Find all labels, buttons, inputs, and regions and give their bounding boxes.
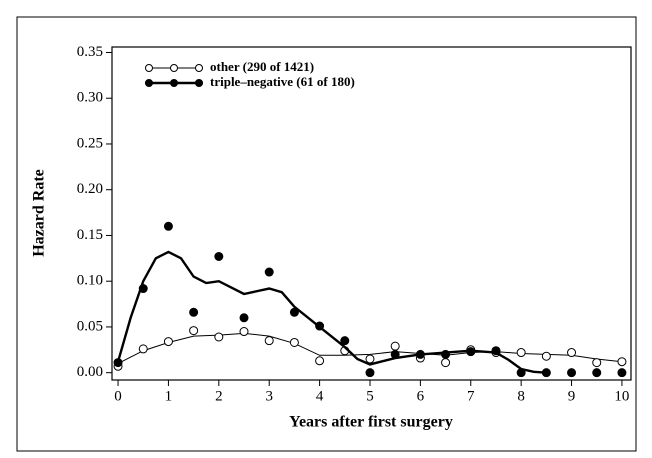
marker bbox=[264, 267, 274, 277]
x-tick-label: 3 bbox=[265, 388, 273, 404]
legend-marker bbox=[145, 64, 153, 72]
marker bbox=[214, 332, 224, 342]
legend-marker bbox=[170, 64, 178, 72]
legend-marker bbox=[170, 79, 178, 87]
marker bbox=[541, 351, 551, 361]
marker bbox=[592, 368, 602, 378]
y-axis-label: Hazard Rate bbox=[31, 169, 48, 257]
marker bbox=[617, 357, 627, 367]
frame bbox=[16, 16, 637, 452]
y-tick-label: 0.05 bbox=[77, 318, 103, 334]
plot-box bbox=[111, 46, 632, 381]
x-tick-label: 0 bbox=[114, 388, 122, 404]
marker bbox=[441, 358, 451, 368]
marker bbox=[163, 337, 173, 347]
marker bbox=[567, 348, 577, 358]
marker bbox=[592, 358, 602, 368]
x-tick-label: 1 bbox=[165, 388, 173, 404]
marker bbox=[315, 321, 325, 331]
y-tick-label: 0.35 bbox=[77, 44, 103, 60]
legend-marker bbox=[195, 64, 203, 72]
marker bbox=[138, 344, 148, 354]
marker bbox=[113, 358, 123, 368]
x-axis-label: Years after first surgery bbox=[289, 414, 453, 431]
marker bbox=[466, 347, 476, 357]
marker bbox=[415, 349, 425, 359]
legend-label: other (290 of 1421) bbox=[210, 59, 314, 74]
marker bbox=[516, 348, 526, 358]
marker bbox=[138, 284, 148, 294]
marker bbox=[516, 368, 526, 378]
x-tick-label: 6 bbox=[417, 388, 425, 404]
marker bbox=[617, 368, 627, 378]
y-tick-label: 0.15 bbox=[77, 227, 103, 243]
x-tick-label: 4 bbox=[316, 388, 324, 404]
x-tick-label: 5 bbox=[366, 388, 374, 404]
x-tick-label: 7 bbox=[467, 388, 475, 404]
marker bbox=[264, 336, 274, 346]
smooth-line bbox=[117, 332, 622, 364]
x-tick-label: 9 bbox=[568, 388, 576, 404]
marker bbox=[289, 307, 299, 317]
marker bbox=[239, 327, 249, 337]
y-tick-label: 0.25 bbox=[77, 135, 103, 151]
y-tick-label: 0.10 bbox=[77, 273, 103, 289]
marker bbox=[189, 326, 199, 336]
x-tick-label: 8 bbox=[517, 388, 525, 404]
marker bbox=[239, 313, 249, 323]
x-tick-label: 2 bbox=[215, 388, 223, 404]
legend-label: triple–negative (61 of 180) bbox=[210, 74, 355, 89]
marker bbox=[365, 368, 375, 378]
marker bbox=[567, 368, 577, 378]
legend-marker bbox=[195, 79, 203, 87]
y-tick-label: 0.30 bbox=[77, 90, 103, 106]
y-tick-label: 0.00 bbox=[77, 364, 103, 380]
marker bbox=[289, 337, 299, 347]
x-tick-label: 10 bbox=[614, 388, 629, 404]
marker bbox=[163, 221, 173, 231]
legend-marker bbox=[145, 79, 153, 87]
y-tick-label: 0.20 bbox=[77, 181, 103, 197]
marker bbox=[390, 349, 400, 359]
marker bbox=[365, 354, 375, 364]
marker bbox=[189, 307, 199, 317]
marker bbox=[390, 341, 400, 351]
marker bbox=[491, 346, 501, 356]
marker bbox=[214, 251, 224, 261]
marker bbox=[541, 368, 551, 378]
marker bbox=[441, 349, 451, 359]
marker bbox=[340, 336, 350, 346]
marker bbox=[315, 356, 325, 366]
smooth-line bbox=[116, 250, 547, 374]
